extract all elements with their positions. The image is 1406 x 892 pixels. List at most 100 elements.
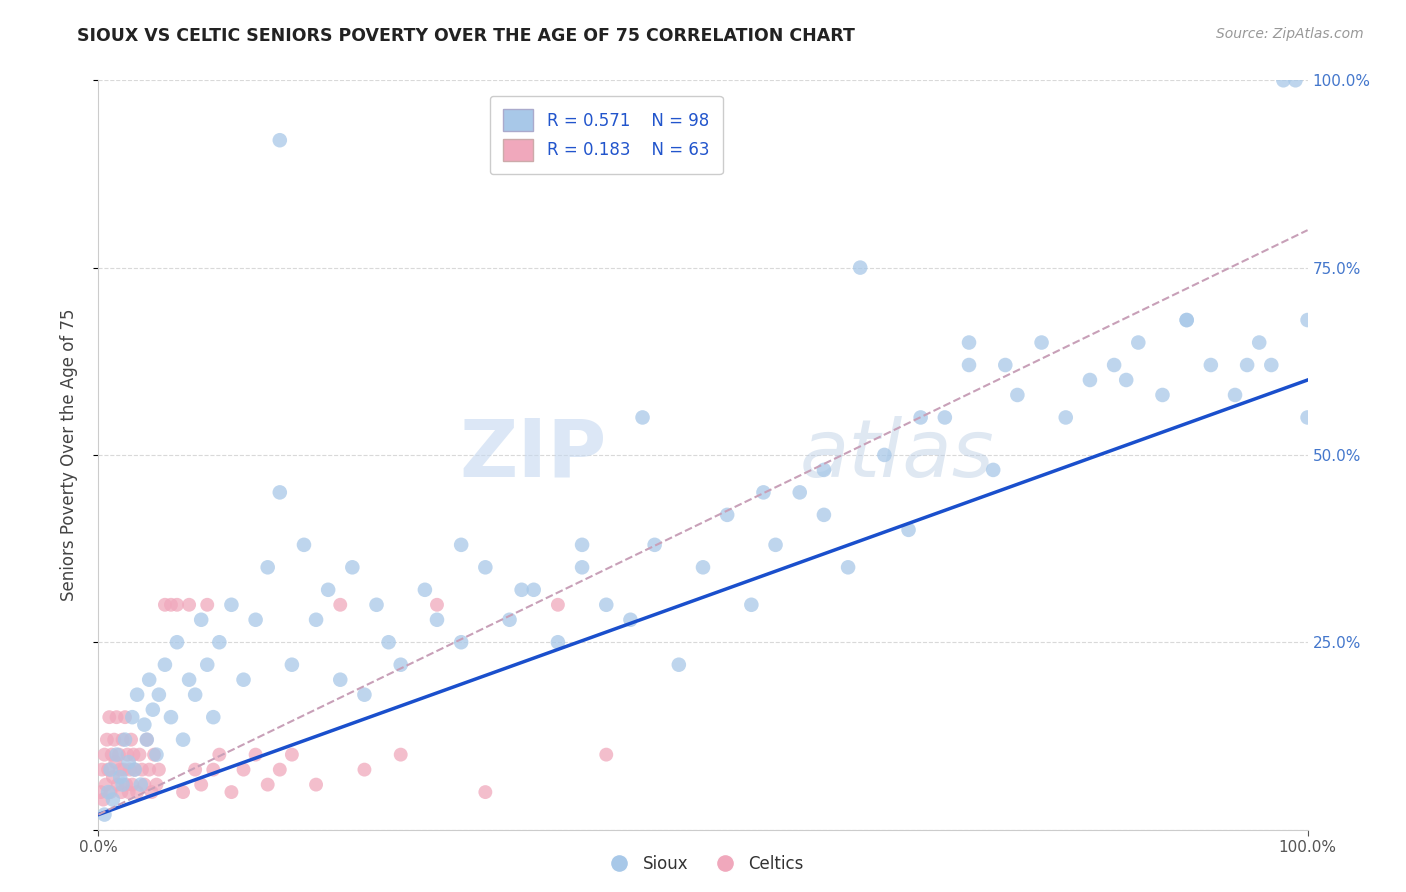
Point: [127, 785, 149, 799]
Point: [91, 792, 114, 806]
Point: [716, 508, 738, 522]
Point: [179, 598, 201, 612]
Point: [221, 598, 243, 612]
Point: [145, 778, 167, 792]
Point: [1260, 358, 1282, 372]
Point: [1054, 410, 1077, 425]
Point: [93, 807, 115, 822]
Point: [813, 463, 835, 477]
Point: [450, 635, 472, 649]
Point: [160, 598, 183, 612]
Point: [1128, 335, 1150, 350]
Point: [118, 763, 141, 777]
Point: [105, 747, 128, 762]
Point: [190, 778, 212, 792]
Point: [184, 763, 207, 777]
Point: [1007, 388, 1029, 402]
Point: [184, 688, 207, 702]
Point: [108, 770, 131, 784]
Point: [957, 358, 980, 372]
Point: [190, 613, 212, 627]
Point: [141, 785, 163, 799]
Point: [114, 710, 136, 724]
Point: [118, 785, 141, 799]
Point: [981, 463, 1004, 477]
Point: [100, 747, 122, 762]
Point: [957, 335, 980, 350]
Point: [571, 538, 593, 552]
Point: [523, 582, 546, 597]
Point: [90, 785, 112, 799]
Point: [413, 582, 436, 597]
Point: [1152, 388, 1174, 402]
Point: [316, 582, 339, 597]
Point: [668, 657, 690, 672]
Point: [232, 673, 254, 687]
Point: [143, 747, 166, 762]
Point: [619, 613, 641, 627]
Point: [179, 673, 201, 687]
Point: [245, 613, 267, 627]
Point: [450, 538, 472, 552]
Point: [1249, 335, 1271, 350]
Point: [127, 688, 149, 702]
Point: [595, 747, 617, 762]
Point: [110, 785, 132, 799]
Point: [910, 410, 932, 425]
Point: [1236, 358, 1258, 372]
Point: [134, 778, 156, 792]
Point: [145, 747, 167, 762]
Point: [377, 635, 399, 649]
Point: [281, 657, 304, 672]
Point: [1102, 358, 1125, 372]
Point: [153, 598, 176, 612]
Point: [148, 763, 170, 777]
Point: [108, 763, 131, 777]
Point: [269, 133, 291, 147]
Point: [1296, 313, 1319, 327]
Point: [366, 598, 388, 612]
Point: [221, 785, 243, 799]
Point: [135, 732, 157, 747]
Point: [121, 778, 143, 792]
Text: SIOUX VS CELTIC SENIORS POVERTY OVER THE AGE OF 75 CORRELATION CHART: SIOUX VS CELTIC SENIORS POVERTY OVER THE…: [77, 27, 855, 45]
Text: ZIP: ZIP: [458, 416, 606, 494]
Point: [1078, 373, 1101, 387]
Point: [1199, 358, 1222, 372]
Point: [195, 657, 218, 672]
Point: [124, 763, 146, 777]
Point: [118, 755, 141, 769]
Point: [105, 710, 128, 724]
Point: [195, 598, 218, 612]
Point: [305, 778, 328, 792]
Point: [117, 747, 139, 762]
Point: [208, 635, 231, 649]
Point: [142, 703, 165, 717]
Point: [389, 747, 412, 762]
Point: [329, 598, 352, 612]
Point: [426, 598, 449, 612]
Point: [789, 485, 811, 500]
Point: [245, 747, 267, 762]
Point: [897, 523, 920, 537]
Point: [1284, 73, 1306, 87]
Point: [124, 763, 146, 777]
Point: [129, 778, 152, 792]
Point: [740, 598, 762, 612]
Point: [135, 732, 157, 747]
Point: [1115, 373, 1137, 387]
Point: [172, 785, 194, 799]
Point: [166, 598, 188, 612]
Point: [849, 260, 872, 275]
Point: [166, 635, 188, 649]
Point: [269, 485, 291, 500]
Point: [112, 763, 135, 777]
Point: [104, 755, 127, 769]
Point: [474, 785, 496, 799]
Point: [101, 792, 124, 806]
Point: [1031, 335, 1053, 350]
Point: [96, 732, 118, 747]
Point: [91, 763, 114, 777]
Point: [474, 560, 496, 574]
Point: [114, 732, 136, 747]
